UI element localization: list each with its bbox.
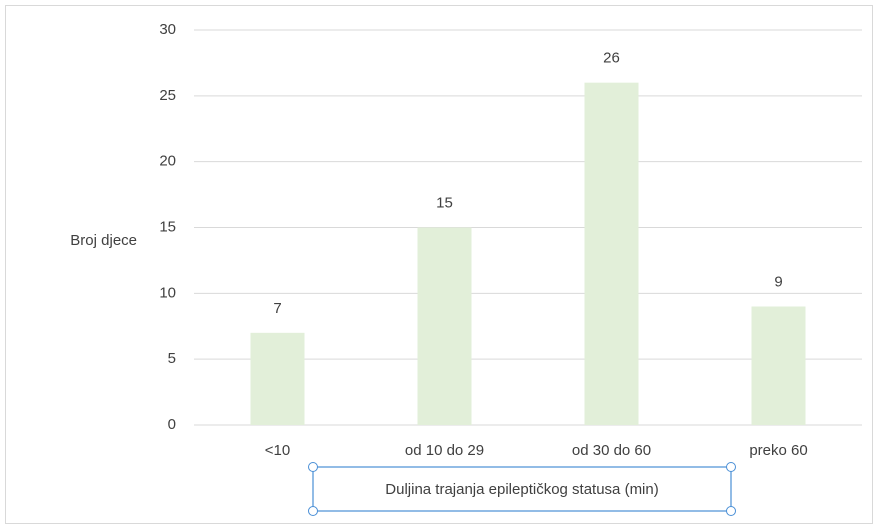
x-tick-label: preko 60	[749, 442, 807, 459]
x-label-selection[interactable]	[312, 466, 732, 512]
x-tick-label: od 10 do 29	[405, 442, 484, 459]
y-tick-label: 30	[159, 21, 176, 38]
data-label: 7	[273, 300, 281, 317]
bar	[417, 227, 472, 425]
x-tick-label: <10	[265, 442, 290, 459]
y-tick-label: 25	[159, 87, 176, 104]
x-tick-label: od 30 do 60	[572, 442, 651, 459]
handle[interactable]	[726, 506, 736, 516]
bar	[584, 82, 639, 426]
y-tick-label: 0	[168, 416, 176, 433]
x-axis-label[interactable]: Duljina trajanja epileptičkog statusa (m…	[385, 481, 658, 498]
handle[interactable]	[308, 506, 318, 516]
y-tick-label: 20	[159, 153, 176, 170]
handle[interactable]	[308, 462, 318, 472]
y-tick-label: 10	[159, 284, 176, 301]
bar	[751, 306, 806, 425]
data-label: 15	[436, 194, 453, 211]
y-tick-label: 5	[168, 350, 176, 367]
data-label: 9	[774, 273, 782, 290]
y-axis-label: Broj djece	[70, 232, 137, 249]
handle[interactable]	[726, 462, 736, 472]
y-tick-label: 15	[159, 218, 176, 235]
data-label: 26	[603, 50, 620, 67]
bar	[250, 332, 305, 425]
